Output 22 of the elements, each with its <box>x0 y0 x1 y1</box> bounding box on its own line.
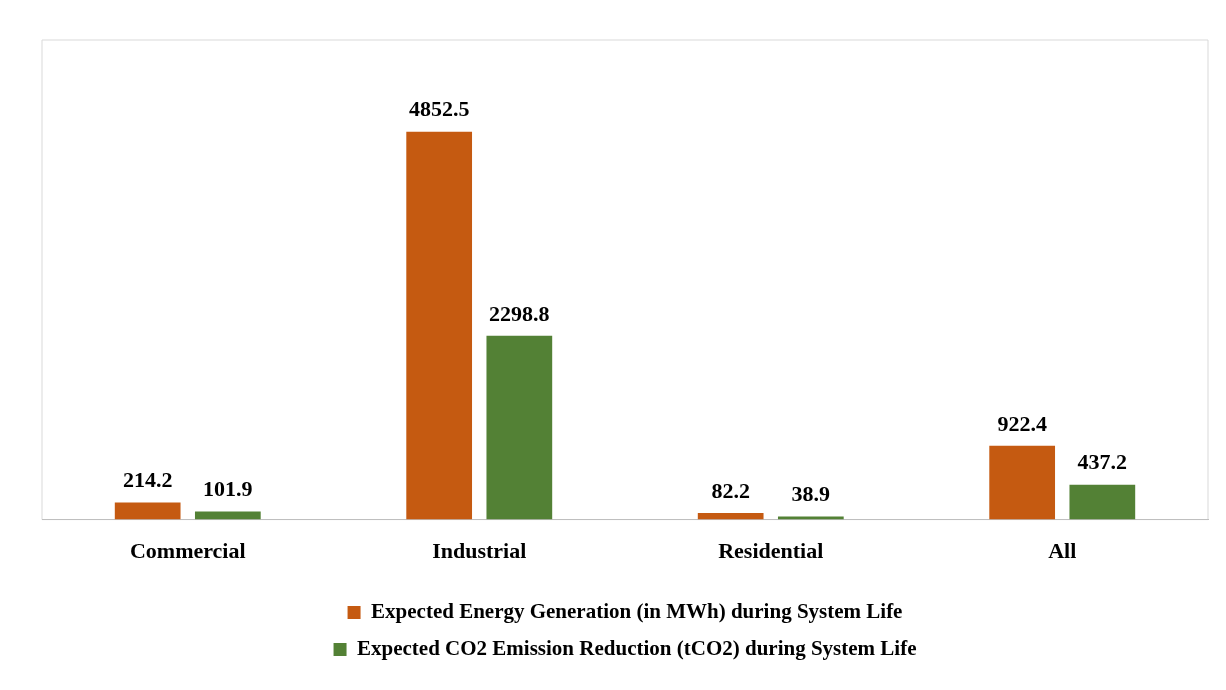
bar <box>697 513 764 520</box>
x-tick-label: Industrial <box>432 538 527 564</box>
data-label: 2298.8 <box>489 300 550 326</box>
data-label: 922.4 <box>997 410 1047 436</box>
bar <box>486 335 553 520</box>
x-tick-label: Commercial <box>129 538 246 564</box>
data-label: 82.2 <box>711 477 750 503</box>
bar <box>406 131 473 520</box>
data-label: 437.2 <box>1077 449 1128 475</box>
x-tick-label: Residential <box>718 538 824 564</box>
legend-label: Expected CO2 Emission Reduction (tCO2) during System Life <box>357 635 917 660</box>
data-label: 101.9 <box>203 476 253 502</box>
bar <box>777 516 844 520</box>
bar <box>114 502 181 520</box>
bar <box>989 445 1056 520</box>
bar <box>194 511 261 520</box>
data-label: 38.9 <box>791 481 831 507</box>
bar <box>1069 484 1136 520</box>
data-label: 214.2 <box>122 467 173 493</box>
x-tick-label: All <box>1048 538 1077 564</box>
legend-label: Expected Energy Generation (in MWh) during System Life <box>371 598 903 623</box>
data-label: 4852.5 <box>408 96 470 122</box>
